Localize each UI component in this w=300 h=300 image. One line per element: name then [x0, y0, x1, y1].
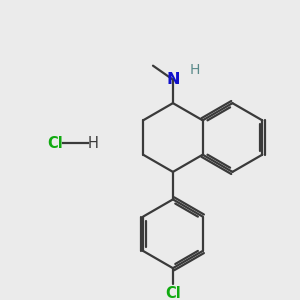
- Text: Cl: Cl: [48, 136, 63, 151]
- Text: H: H: [190, 63, 200, 76]
- Text: H: H: [87, 136, 98, 151]
- Text: Cl: Cl: [165, 286, 181, 300]
- Text: N: N: [166, 72, 180, 87]
